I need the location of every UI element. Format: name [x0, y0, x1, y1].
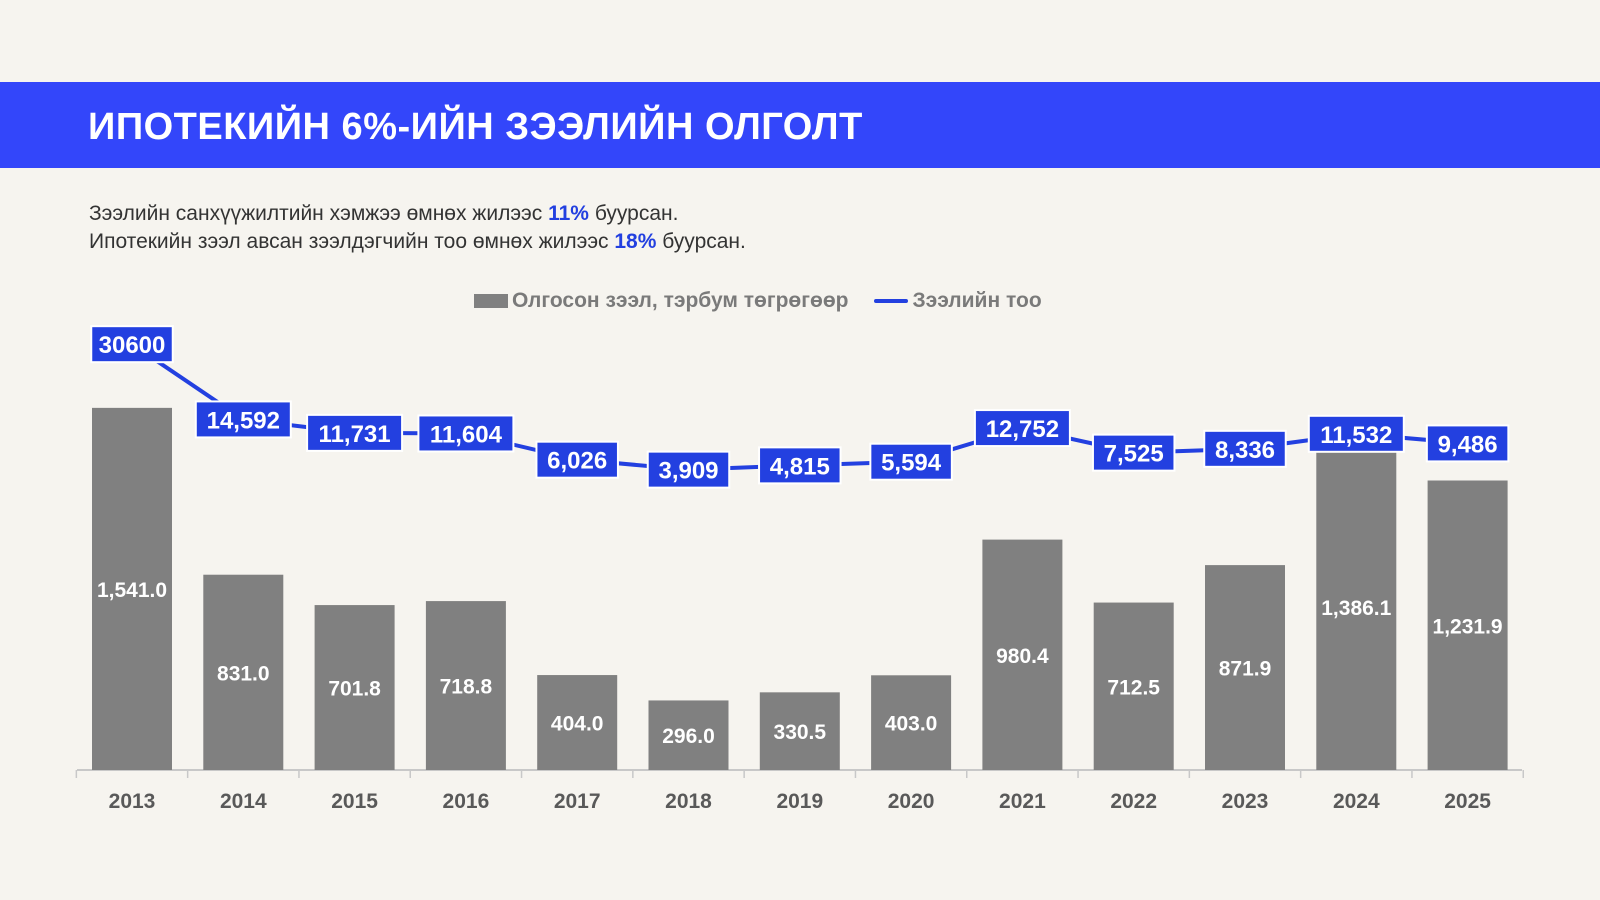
category-label: 2025 [1444, 790, 1491, 813]
category-label: 2021 [999, 790, 1046, 813]
line-value-label: 8,336 [1215, 437, 1275, 464]
bar-value-label: 831.0 [217, 662, 270, 685]
summary-notes: Зээлийн санхүүжилтийн хэмжээ өмнөх жилээ… [89, 200, 746, 256]
bar [1316, 444, 1397, 770]
category-label: 2014 [220, 790, 267, 813]
category-label: 2015 [331, 790, 378, 813]
bar [425, 601, 506, 770]
note-borrowers-text: Ипотекийн зээл авсан зээлдэгчийн тоо өмн… [89, 230, 615, 253]
line-value-label: 30600 [99, 332, 166, 359]
bar [537, 675, 618, 770]
line-value-label: 7,525 [1104, 441, 1164, 468]
bar [92, 407, 172, 770]
line-value-label: 9,486 [1438, 431, 1498, 458]
line-value-label: 11,604 [430, 421, 503, 448]
line-point-marker [1091, 433, 1176, 472]
bar [314, 605, 395, 770]
line-point-marker [417, 414, 515, 453]
note-financing: Зээлийн санхүүжилтийн хэмжээ өмнөх жилээ… [89, 200, 746, 228]
line-point-marker [194, 400, 292, 439]
line-point-marker [306, 413, 404, 452]
legend-line-swatch [874, 299, 909, 303]
line-point-marker [869, 442, 953, 481]
bar [648, 700, 729, 770]
bar-value-label: 296.0 [662, 725, 715, 748]
note-financing-suffix: буурсан. [588, 202, 679, 225]
bar-value-label: 1,231.9 [1433, 615, 1503, 638]
line-value-label: 3,909 [658, 458, 718, 485]
line-point-marker [646, 450, 731, 489]
bar-value-label: 1,541.0 [97, 579, 167, 602]
note-borrowers: Ипотекийн зээл авсан зээлдэгчийн тоо өмн… [89, 228, 746, 256]
legend-label-count: Зээлийн тоо [912, 289, 1042, 312]
line-value-label: 14,592 [207, 407, 280, 434]
bar-value-label: 718.8 [440, 676, 493, 699]
legend-bar-swatch [474, 294, 508, 308]
line-value-label: 11,731 [319, 421, 391, 448]
legend-label-loans: Олгосон зээл, тэрбум төгрөгөөр [512, 289, 849, 312]
line-value-label: 5,594 [881, 450, 942, 477]
category-label: 2020 [888, 790, 935, 813]
bar [1093, 602, 1174, 770]
line-value-label: 12,752 [986, 416, 1059, 443]
line-value-label: 11,532 [1320, 422, 1392, 449]
bar-value-label: 1,386.1 [1321, 597, 1391, 620]
category-label: 2024 [1333, 790, 1380, 813]
note-financing-text: Зээлийн санхүүжилтийн хэмжээ өмнөх жилээ… [89, 202, 549, 225]
category-label: 2018 [665, 790, 712, 813]
note-borrowers-suffix: буурсан. [656, 230, 746, 253]
category-label: 2023 [1222, 790, 1269, 813]
bar [759, 692, 840, 770]
bar-value-label: 404.0 [551, 713, 604, 736]
category-label: 2013 [109, 790, 156, 813]
line-value-label: 6,026 [547, 448, 607, 475]
category-label: 2016 [443, 790, 490, 813]
note-borrowers-percent: 18% [614, 230, 657, 253]
page-title: ИПОТЕКИЙН 6%-ИЙН ЗЭЭЛИЙН ОЛГОЛТ [88, 106, 863, 148]
line-point-marker [758, 446, 842, 485]
bar [1205, 565, 1285, 770]
line-point-marker [1203, 429, 1287, 468]
bar [203, 574, 284, 770]
bar [1427, 480, 1508, 770]
bar-value-label: 980.4 [996, 645, 1049, 668]
category-label: 2017 [554, 790, 601, 813]
bar-value-label: 403.0 [885, 713, 938, 736]
legend-item-count: Зээлийн тоо [874, 289, 1042, 313]
bar [982, 539, 1063, 770]
note-financing-percent: 11% [548, 202, 589, 225]
bar-value-label: 871.9 [1219, 658, 1272, 681]
legend-item-loans: Олгосон зээл, тэрбум төгрөгөөр [474, 289, 848, 313]
line-point-marker [1425, 424, 1510, 463]
line-point-marker [535, 440, 619, 479]
bar-value-label: 712.5 [1107, 676, 1160, 699]
category-label: 2022 [1110, 790, 1157, 813]
line-point-marker [90, 325, 174, 364]
category-label: 2019 [776, 790, 823, 813]
chart-legend: Олгосон зээл, тэрбум төгрөгөөр Зээлийн т… [474, 288, 1042, 314]
bar-value-label: 330.5 [774, 721, 827, 744]
line-point-marker [973, 409, 1071, 448]
bar [871, 675, 952, 770]
bar-value-label: 701.8 [328, 678, 381, 701]
line-value-label: 4,815 [770, 453, 830, 480]
header-banner: ИПОТЕКИЙН 6%-ИЙН ЗЭЭЛИЙН ОЛГОЛТ [0, 82, 1600, 168]
line-point-marker [1307, 414, 1405, 453]
